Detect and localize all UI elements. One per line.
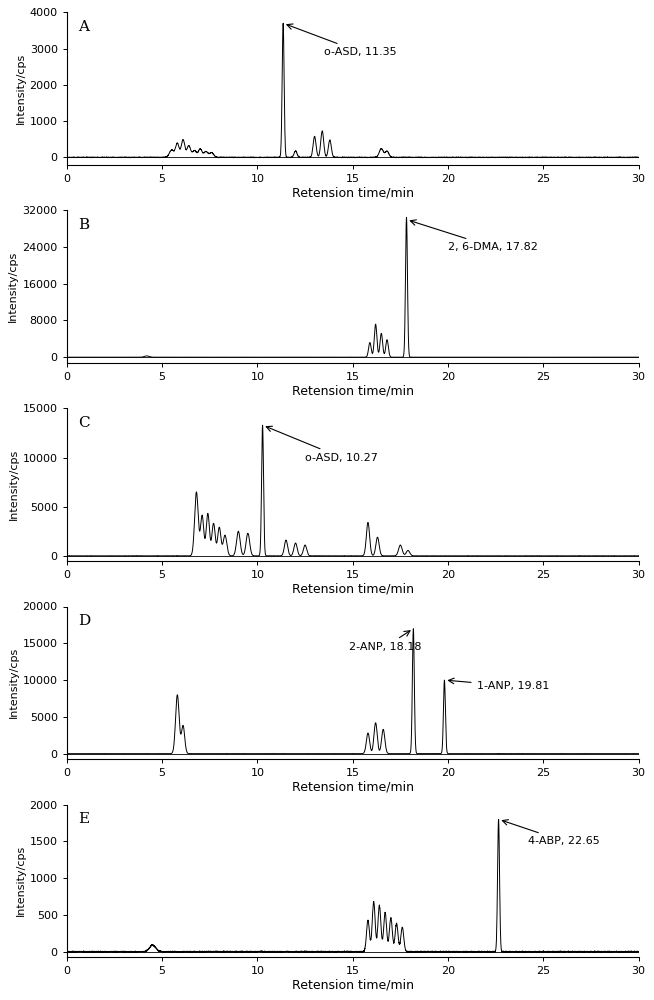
Text: 2, 6-DMA, 17.82: 2, 6-DMA, 17.82 [410,220,538,252]
Text: E: E [78,812,90,826]
Text: C: C [78,416,90,430]
Y-axis label: Intensity/cps: Intensity/cps [9,449,18,520]
X-axis label: Retension time/min: Retension time/min [292,186,414,199]
Y-axis label: Intensity/cps: Intensity/cps [16,845,26,916]
X-axis label: Retension time/min: Retension time/min [292,781,414,794]
X-axis label: Retension time/min: Retension time/min [292,384,414,397]
Text: 1-ANP, 19.81: 1-ANP, 19.81 [449,678,549,691]
Text: D: D [78,614,90,628]
Y-axis label: Intensity/cps: Intensity/cps [9,251,18,322]
Text: o-ASD, 11.35: o-ASD, 11.35 [287,24,397,57]
Text: B: B [78,218,90,232]
X-axis label: Retension time/min: Retension time/min [292,979,414,992]
Y-axis label: Intensity/cps: Intensity/cps [16,53,26,124]
X-axis label: Retension time/min: Retension time/min [292,583,414,596]
Text: o-ASD, 10.27: o-ASD, 10.27 [266,426,378,463]
Text: 4-ABP, 22.65: 4-ABP, 22.65 [502,820,600,846]
Text: A: A [78,20,89,34]
Text: 2-ANP, 18.18: 2-ANP, 18.18 [349,631,421,652]
Y-axis label: Intensity/cps: Intensity/cps [9,647,18,718]
